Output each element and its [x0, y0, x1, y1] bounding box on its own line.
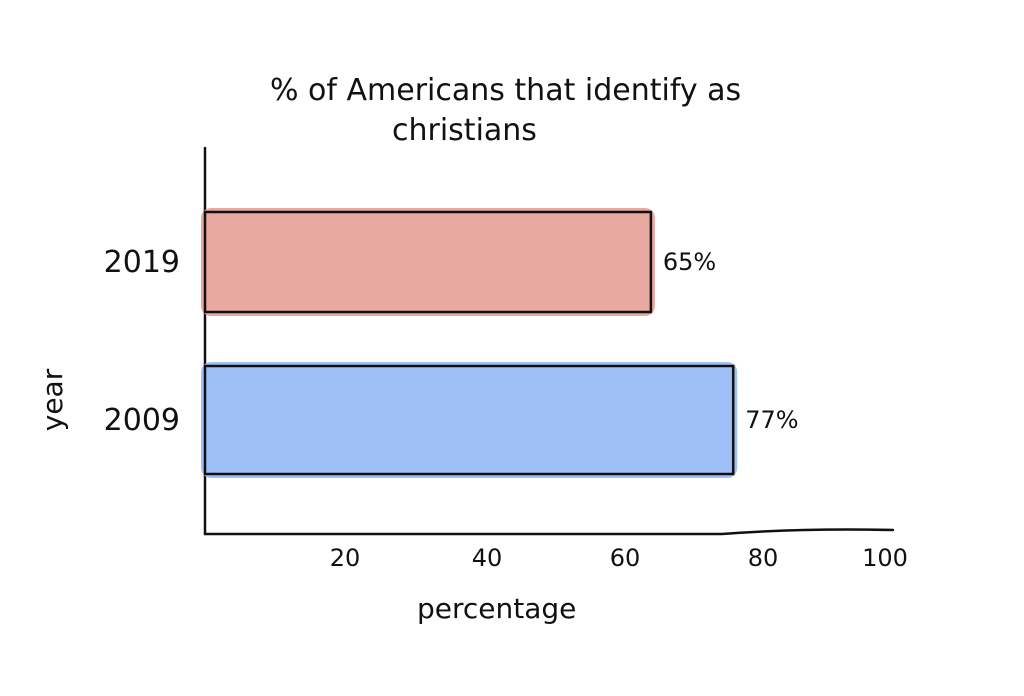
x-tick-labels: 20 40 60 80 100 — [330, 544, 908, 572]
bar-outline-2009 — [203, 364, 735, 476]
x-tick-label-100: 100 — [862, 544, 908, 572]
bars-group: 65% 77% — [201, 208, 799, 478]
x-tick-label-20: 20 — [330, 544, 361, 572]
x-axis-label: percentage — [417, 592, 576, 625]
data-label-2009: 77% — [745, 406, 798, 434]
y-axis-label: year — [36, 368, 69, 431]
category-label-2019: 2019 — [104, 245, 180, 280]
bar-outline-2019 — [203, 210, 653, 314]
bar-2009 — [201, 362, 738, 478]
chart-title-line2: christians — [392, 113, 537, 148]
x-tick-label-80: 80 — [748, 544, 779, 572]
category-labels: 2019 2009 — [104, 245, 180, 438]
bar-2019 — [201, 208, 655, 316]
x-tick-label-60: 60 — [610, 544, 641, 572]
chart-title-line1: % of Americans that identify as — [270, 73, 741, 108]
x-axis-line — [203, 528, 895, 536]
data-label-2019: 65% — [663, 248, 716, 276]
x-tick-label-40: 40 — [472, 544, 503, 572]
category-label-2009: 2009 — [104, 403, 180, 438]
